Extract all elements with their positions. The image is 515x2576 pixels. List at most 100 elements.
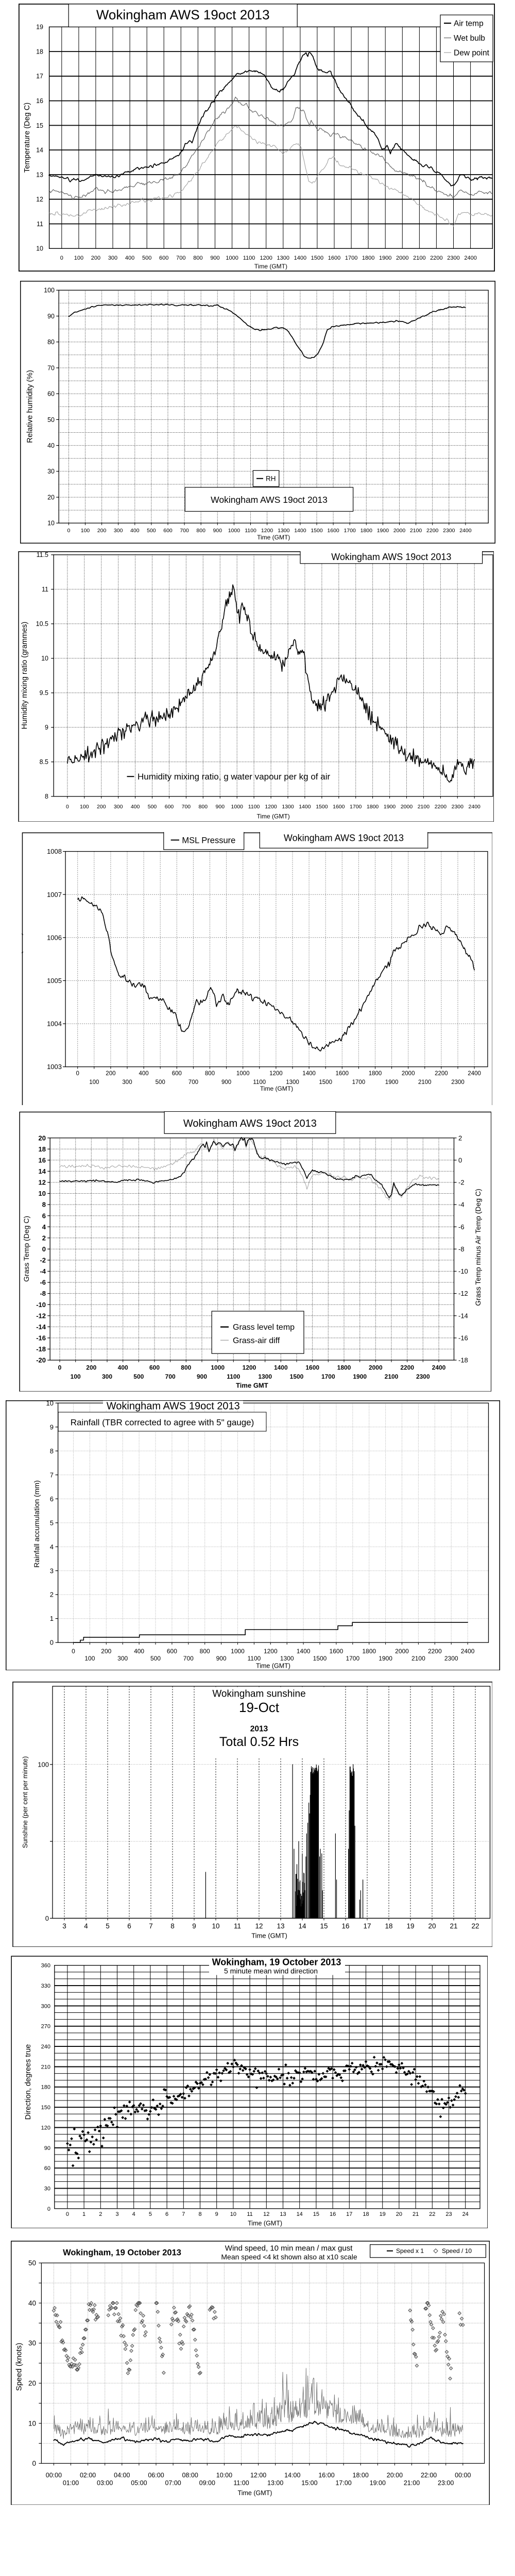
svg-text:400: 400 (125, 255, 134, 261)
svg-text:1500: 1500 (316, 804, 328, 810)
svg-text:-18: -18 (458, 1357, 468, 1364)
svg-text:-10: -10 (458, 1267, 468, 1275)
svg-text:5 minute mean wind direction: 5 minute mean wind direction (224, 1967, 318, 1975)
svg-text:100: 100 (74, 255, 83, 261)
svg-text:10: 10 (39, 1190, 46, 1197)
svg-text:16:00: 16:00 (318, 2471, 334, 2479)
svg-text:300: 300 (102, 1373, 112, 1380)
svg-text:700: 700 (176, 255, 185, 261)
svg-text:1800: 1800 (337, 1364, 351, 1371)
svg-text:2400: 2400 (459, 528, 472, 534)
svg-text:12: 12 (263, 2211, 269, 2217)
svg-text:Relative humidity (%): Relative humidity (%) (25, 370, 34, 443)
svg-text:2400: 2400 (432, 1364, 446, 1371)
svg-text:1000: 1000 (228, 528, 241, 534)
svg-text:10: 10 (28, 2419, 36, 2427)
svg-text:0: 0 (66, 804, 69, 810)
svg-text:2300: 2300 (451, 1079, 465, 1086)
svg-text:2100: 2100 (411, 1655, 425, 1662)
svg-text:1500: 1500 (290, 1373, 304, 1380)
svg-text:1005: 1005 (47, 977, 62, 985)
svg-text:300: 300 (114, 528, 123, 534)
svg-text:18: 18 (385, 1922, 392, 1930)
svg-text:11:00: 11:00 (233, 2479, 249, 2486)
svg-text:600: 600 (167, 1648, 177, 1655)
svg-text:20:00: 20:00 (387, 2471, 403, 2479)
svg-text:13: 13 (277, 1922, 284, 1930)
svg-text:Wokingham AWS 19oct 2013: Wokingham AWS 19oct 2013 (183, 1118, 317, 1129)
svg-text:04:00: 04:00 (114, 2471, 130, 2479)
svg-text:6: 6 (127, 1922, 131, 1930)
svg-text:200: 200 (91, 255, 100, 261)
svg-text:900: 900 (213, 528, 222, 534)
svg-text:8.5: 8.5 (40, 758, 48, 766)
svg-text:1800: 1800 (367, 804, 379, 810)
svg-text:90: 90 (47, 313, 55, 320)
svg-text:15: 15 (36, 122, 43, 129)
svg-text:15:00: 15:00 (301, 2479, 317, 2486)
svg-text:1300: 1300 (286, 1079, 299, 1086)
svg-text:-12: -12 (458, 1290, 468, 1297)
svg-text:Mean speed <4 kt shown also at: Mean speed <4 kt shown also at x10 scale (221, 2252, 357, 2261)
svg-text:12: 12 (255, 1922, 263, 1930)
svg-text:18: 18 (36, 48, 43, 55)
svg-text:30: 30 (28, 2340, 36, 2347)
svg-text:17: 17 (346, 2211, 352, 2217)
svg-text:2100: 2100 (385, 1373, 399, 1380)
svg-text:5: 5 (106, 1922, 110, 1930)
svg-text:1900: 1900 (379, 1655, 392, 1662)
svg-text:10.5: 10.5 (36, 620, 48, 628)
svg-text:Time GMT: Time GMT (236, 1382, 268, 1389)
svg-text:1700: 1700 (321, 1373, 335, 1380)
svg-text:20: 20 (396, 2211, 402, 2217)
svg-text:10: 10 (46, 1400, 54, 1407)
svg-text:700: 700 (182, 804, 191, 810)
svg-text:2100: 2100 (410, 528, 422, 534)
svg-text:400: 400 (139, 1071, 149, 1077)
svg-text:Rainfall (TBR corrected to agr: Rainfall (TBR corrected to agree with 5"… (71, 1417, 254, 1427)
svg-text:11: 11 (42, 586, 48, 593)
svg-text:100: 100 (89, 1079, 99, 1086)
svg-text:1100: 1100 (245, 528, 256, 534)
svg-text:22: 22 (429, 2211, 435, 2217)
svg-text:2: 2 (99, 2211, 102, 2217)
svg-text:40: 40 (47, 442, 55, 449)
svg-text:200: 200 (106, 1071, 115, 1077)
svg-text:1003: 1003 (47, 1063, 62, 1071)
svg-text:0: 0 (60, 255, 63, 261)
svg-text:0: 0 (67, 528, 70, 534)
svg-text:2400: 2400 (469, 804, 481, 810)
svg-text:21:00: 21:00 (404, 2479, 420, 2486)
svg-text:4: 4 (50, 1543, 54, 1551)
svg-text:-10: -10 (36, 1301, 46, 1309)
svg-text:6: 6 (165, 2211, 168, 2217)
svg-text:0: 0 (32, 2460, 36, 2467)
svg-text:2400: 2400 (468, 1071, 481, 1077)
svg-text:2200: 2200 (435, 804, 447, 810)
svg-text:0: 0 (58, 1364, 62, 1371)
svg-text:-16: -16 (458, 1334, 468, 1342)
svg-text:-14: -14 (458, 1312, 468, 1319)
svg-text:700: 700 (165, 1373, 176, 1380)
svg-text:2100: 2100 (413, 255, 425, 261)
svg-text:1300: 1300 (258, 1373, 272, 1380)
svg-text:300: 300 (114, 804, 123, 810)
svg-text:-20: -20 (36, 1357, 46, 1364)
svg-text:Wokingham AWS 19oct 2013: Wokingham AWS 19oct 2013 (331, 552, 451, 562)
svg-text:2: 2 (458, 1134, 462, 1142)
svg-text:40: 40 (28, 2299, 36, 2307)
svg-text:300: 300 (108, 255, 117, 261)
svg-text:1700: 1700 (352, 1079, 366, 1086)
svg-text:600: 600 (172, 1071, 182, 1077)
svg-text:1300: 1300 (282, 804, 294, 810)
svg-text:240: 240 (41, 2044, 50, 2050)
svg-text:Time (GMT): Time (GMT) (260, 1085, 293, 1092)
svg-text:Wokingham AWS 19oct 2013: Wokingham AWS 19oct 2013 (107, 1400, 240, 1412)
svg-text:5: 5 (149, 2211, 152, 2217)
svg-text:500: 500 (156, 1079, 165, 1086)
svg-text:09:00: 09:00 (199, 2479, 215, 2486)
svg-text:-4: -4 (40, 1267, 46, 1275)
svg-text:900: 900 (197, 1373, 207, 1380)
svg-text:-2: -2 (40, 1256, 46, 1264)
svg-text:1600: 1600 (336, 1071, 349, 1077)
